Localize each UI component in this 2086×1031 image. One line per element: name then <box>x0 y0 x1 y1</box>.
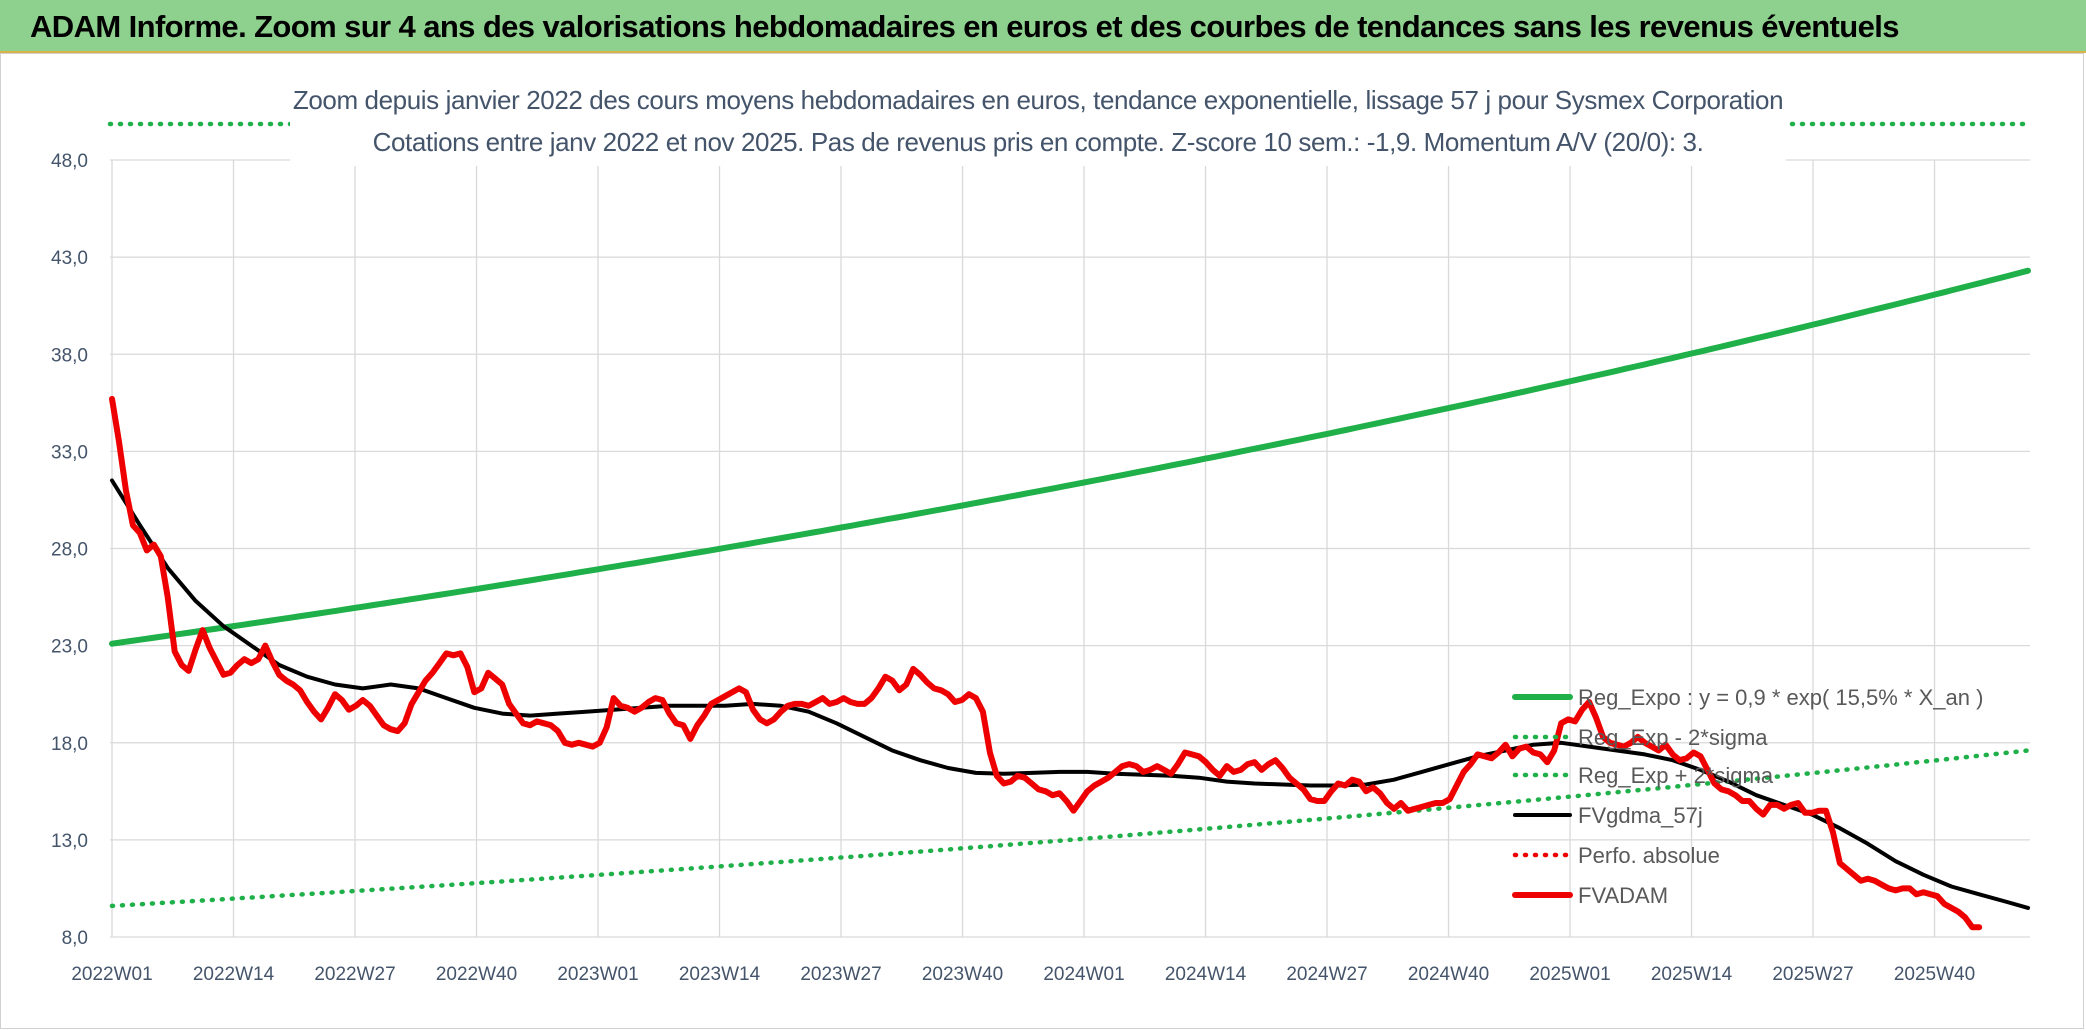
x-tick-label: 2024W01 <box>1043 964 1124 985</box>
chart-legend: Reg_Expo : y = 0,9 * exp( 15,5% * X_an )… <box>1512 685 1983 908</box>
x-tick-label: 2024W27 <box>1286 964 1367 985</box>
chart-title: Zoom depuis janvier 2022 des cours moyen… <box>290 82 1786 122</box>
series-line-3 <box>110 478 2030 910</box>
x-tick-label: 2025W27 <box>1772 964 1853 985</box>
series-line-5 <box>109 395 1983 931</box>
y-tick-label: 8,0 <box>62 928 88 949</box>
y-tick-label: 23,0 <box>51 637 88 658</box>
legend-label: FVADAM <box>1578 883 1668 908</box>
x-tick-label: 2025W01 <box>1529 964 1610 985</box>
x-tick-label: 2022W27 <box>314 964 395 985</box>
legend-label: Perfo. absolue <box>1578 843 1720 868</box>
x-tick-label: 2024W40 <box>1408 964 1489 985</box>
report-title: ADAM Informe. Zoom sur 4 ans des valoris… <box>30 9 1900 44</box>
y-tick-label: 38,0 <box>51 345 88 366</box>
x-tick-label: 2023W01 <box>557 964 638 985</box>
legend-label: FVgdma_57j <box>1578 803 1703 828</box>
y-tick-label: 28,0 <box>51 540 88 561</box>
chart-frame <box>0 53 2084 1029</box>
y-tick-label: 33,0 <box>51 442 88 463</box>
x-tick-label: 2022W14 <box>193 964 275 985</box>
grid-lines <box>110 159 2030 938</box>
x-tick-label: 2023W14 <box>679 964 761 985</box>
chart-subtitle: Cotations entre janv 2022 et nov 2025. P… <box>290 122 1786 166</box>
x-tick-label: 2024W14 <box>1165 964 1247 985</box>
report-banner: ADAM Informe. Zoom sur 4 ans des valoris… <box>0 0 2086 53</box>
x-axis-ticks: 2022W01 2022W14 2022W27 2022W40 2023W01 2023W… <box>71 964 1975 985</box>
x-tick-label: 2022W01 <box>71 964 152 985</box>
y-axis-ticks: 48,0 43,0 38,0 33,0 28,0 23,0 18,0 13,0 8,0 <box>51 151 88 949</box>
x-tick-label: 2022W40 <box>436 964 517 985</box>
x-tick-label: 2025W14 <box>1651 964 1733 985</box>
legend-label: Reg_Exp + 2*sigma <box>1578 763 1774 788</box>
x-tick-label: 2025W40 <box>1894 964 1975 985</box>
series-line-1 <box>109 748 2031 909</box>
legend-label: Reg_Expo : y = 0,9 * exp( 15,5% * X_an ) <box>1578 685 1983 710</box>
y-tick-label: 48,0 <box>51 151 88 172</box>
x-tick-label: 2023W27 <box>800 964 881 985</box>
legend-label: Reg_Exp - 2*sigma <box>1578 725 1768 750</box>
series-lines <box>107 121 2031 931</box>
y-tick-label: 43,0 <box>51 248 88 269</box>
series-line-0 <box>109 267 2031 647</box>
y-tick-label: 18,0 <box>51 734 88 755</box>
y-tick-label: 13,0 <box>51 831 88 852</box>
x-tick-label: 2023W40 <box>922 964 1003 985</box>
